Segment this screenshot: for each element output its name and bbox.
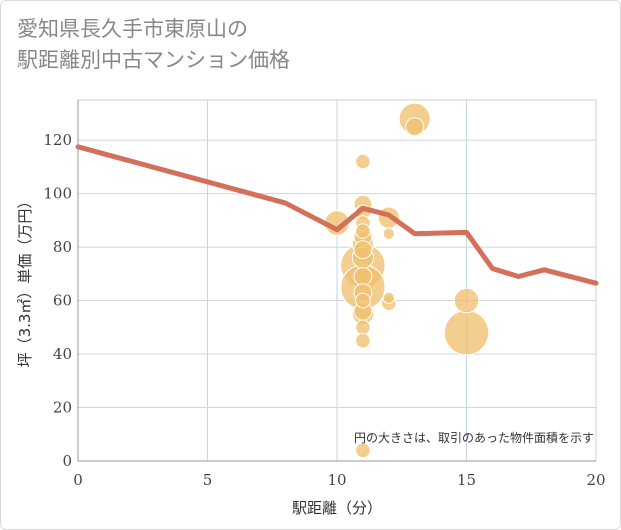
- x-tick-label: 5: [203, 471, 213, 489]
- y-axis-title: 坪（3.3㎡）単価（万円）: [16, 194, 34, 368]
- average-price-line: [75, 144, 599, 286]
- data-bubble: [453, 287, 480, 314]
- x-tick-label: 15: [457, 471, 476, 489]
- data-bubble: [353, 240, 373, 260]
- data-bubble: [353, 267, 373, 286]
- chart-title: 愛知県長久手市東原山の 駅距離別中古マンション価格: [17, 14, 290, 76]
- y-tick-label: 120: [43, 131, 72, 149]
- y-tick-label: 100: [43, 185, 72, 203]
- data-bubble: [443, 309, 490, 356]
- data-bubble: [405, 117, 425, 137]
- data-bubble: [355, 332, 371, 349]
- y-tick-label: 60: [53, 292, 72, 310]
- y-tick-label: 40: [53, 345, 72, 363]
- y-tick-label: 20: [53, 399, 72, 417]
- y-tick-label: 80: [53, 238, 72, 256]
- data-bubble: [355, 153, 371, 170]
- data-bubble: [355, 223, 371, 239]
- x-tick-label: 0: [73, 471, 83, 489]
- chart-title-line-1: 愛知県長久手市東原山の: [17, 17, 248, 41]
- data-bubble: [382, 227, 395, 240]
- grid: [77, 99, 597, 462]
- chart-title-line-2: 駅距離別中古マンション価格: [17, 48, 290, 72]
- data-bubble: [382, 291, 395, 305]
- data-bubble: [355, 319, 371, 336]
- axes: 0 5 10 15 20 0 20 40 60 80 100 120: [43, 100, 606, 489]
- data-bubble: [355, 442, 371, 459]
- x-tick-label: 20: [586, 471, 605, 489]
- bubbles: [324, 102, 490, 459]
- x-tick-label: 10: [327, 471, 346, 489]
- x-axis-title: 駅距離（分）: [292, 499, 382, 517]
- trend-line: [75, 144, 599, 286]
- chart-annotation: 円の大きさは、取引のあった物件面積を示す: [354, 430, 594, 445]
- data-bubble: [355, 292, 371, 309]
- y-tick-label: 0: [62, 452, 72, 470]
